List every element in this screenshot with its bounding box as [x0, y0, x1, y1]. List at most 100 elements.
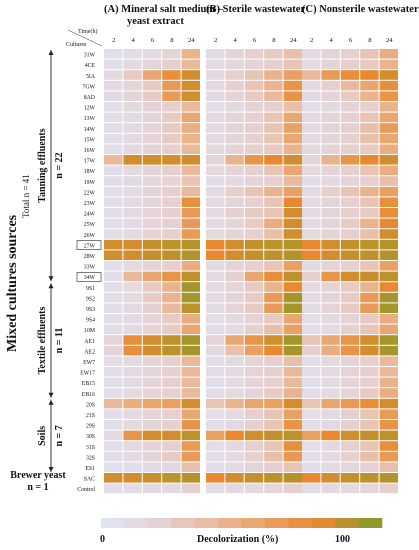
heatmap-cell [123, 123, 142, 133]
colorbar-segment [358, 518, 383, 528]
heatmap-cell [123, 186, 142, 197]
heatmap-cell [123, 430, 142, 441]
heatmap-cell [142, 324, 162, 335]
heatmap-cell [181, 123, 200, 133]
heatmap-cell [264, 314, 283, 324]
heatmap-cell [360, 324, 379, 335]
heatmap-cell [225, 102, 244, 112]
heatmap-cell [340, 80, 360, 91]
heatmap-cell [264, 261, 283, 271]
heatmap-cell [181, 261, 200, 271]
heatmap-cell [264, 483, 283, 494]
heatmap-cell [162, 303, 181, 313]
heatmap-cell [302, 91, 321, 101]
heatmap-cell [264, 208, 283, 218]
heatmap-cell [181, 451, 200, 462]
heatmap-cell [142, 292, 162, 303]
heatmap-cell [244, 197, 264, 207]
heatmap-cell [162, 176, 181, 186]
heatmap-cell [379, 250, 398, 260]
group-bracket-arrow [48, 392, 54, 398]
heatmap-cell [244, 165, 264, 176]
heatmap-cell [225, 314, 244, 324]
heatmap-cell [283, 250, 302, 260]
heatmap-cell [123, 197, 142, 207]
heatmap-cell [360, 409, 379, 419]
row-label: 28W [84, 254, 96, 260]
heatmap-cell [181, 133, 200, 144]
heatmap-cell [104, 133, 123, 144]
heatmap-cell [302, 483, 321, 494]
row-label: 9S1 [86, 286, 95, 292]
heatmap-cell [162, 59, 181, 70]
heatmap-cell [181, 91, 200, 101]
heatmap-cell [206, 430, 225, 441]
heatmap-cell [104, 102, 123, 112]
heatmap-cell [283, 176, 302, 186]
heatmap-cell [340, 59, 360, 70]
heatmap-cell [142, 229, 162, 239]
heatmap-cell [379, 155, 398, 165]
heatmap-cell [283, 483, 302, 494]
heatmap-cell [244, 420, 264, 430]
heatmap-cell [181, 165, 200, 176]
heatmap-cell [360, 59, 379, 70]
heatmap-cell [162, 208, 181, 218]
heatmap-cell [283, 377, 302, 388]
group-label: Tanning effluents [37, 128, 48, 202]
heatmap-cell [123, 239, 142, 250]
heatmap-cell [206, 409, 225, 419]
heatmap-cell [264, 239, 283, 250]
heatmap-cell [244, 483, 264, 494]
heatmap-cell [360, 292, 379, 303]
heatmap-cell [283, 239, 302, 250]
heatmap-cell [360, 473, 379, 483]
heatmap-cell [244, 388, 264, 398]
heatmap-cell [379, 282, 398, 292]
heatmap-cell [379, 473, 398, 483]
heatmap-cell [379, 133, 398, 144]
heatmap-cell [225, 208, 244, 218]
heatmap-cell [302, 451, 321, 462]
heatmap-cell [142, 197, 162, 207]
heatmap-cell [162, 335, 181, 345]
heatmap-cell [302, 377, 321, 388]
heatmap-cell [162, 356, 181, 366]
heatmap-cell [264, 80, 283, 91]
heatmap-cell [162, 324, 181, 335]
heatmap-cell [264, 155, 283, 165]
row-label: SAC [84, 477, 95, 483]
heatmap-cell [162, 441, 181, 451]
heatmap-cell [264, 303, 283, 313]
heatmap-cell [321, 91, 340, 101]
heatmap-cell [360, 197, 379, 207]
row-label-box [76, 272, 102, 282]
heatmap-cell [162, 483, 181, 494]
heatmap-cell [360, 398, 379, 409]
heatmap-cell [283, 420, 302, 430]
heatmap-cell [142, 186, 162, 197]
heatmap-cell [244, 133, 264, 144]
heatmap-cell [162, 155, 181, 165]
heatmap-cell [283, 292, 302, 303]
heatmap-cell [283, 70, 302, 80]
heatmap-cell [104, 292, 123, 303]
heatmap-cell [283, 49, 302, 59]
row-label: 9S3 [86, 307, 95, 313]
heatmap-cell [225, 80, 244, 91]
heatmap-cell [302, 409, 321, 419]
heatmap-cell [104, 197, 123, 207]
heatmap-cell [340, 261, 360, 271]
heatmap-cell [206, 49, 225, 59]
heatmap-cell [302, 324, 321, 335]
heatmap-cell [264, 345, 283, 356]
header-diagonal [67, 29, 103, 47]
heatmap-cell [225, 144, 244, 154]
heatmap-cell [104, 282, 123, 292]
heatmap-cell [206, 70, 225, 80]
heatmap-cell [302, 398, 321, 409]
heatmap-cell [142, 112, 162, 123]
heatmap-cell [142, 59, 162, 70]
heatmap-cell [142, 144, 162, 154]
heatmap-cell [360, 462, 379, 472]
